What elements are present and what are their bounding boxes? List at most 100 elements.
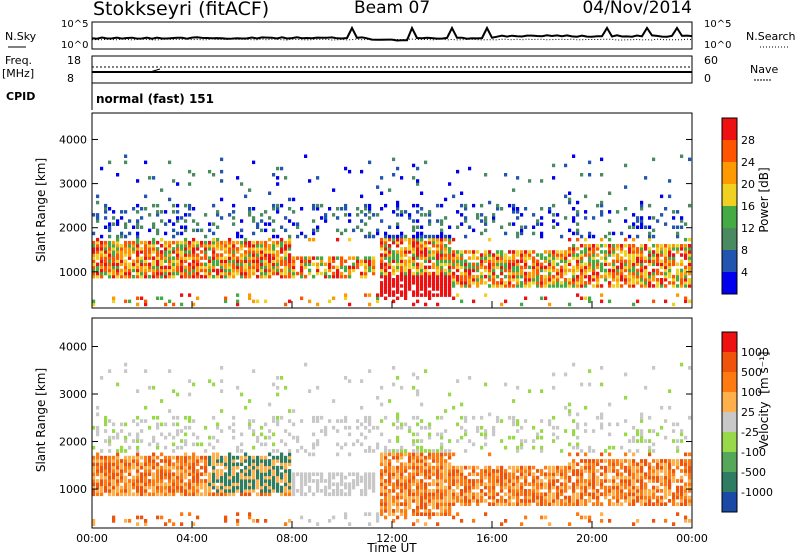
velocity-cell bbox=[308, 485, 312, 490]
velocity-cell bbox=[188, 415, 192, 420]
power-cell bbox=[624, 163, 628, 168]
velocity-cell bbox=[100, 472, 104, 477]
power-cell bbox=[384, 253, 388, 257]
power-cell bbox=[436, 259, 440, 263]
power-cell bbox=[504, 231, 508, 236]
power-cell bbox=[596, 253, 600, 257]
velocity-cell bbox=[652, 459, 656, 463]
power-cell bbox=[108, 268, 112, 273]
velocity-cell bbox=[104, 462, 108, 467]
power-cell bbox=[276, 250, 280, 254]
power-cell bbox=[324, 219, 328, 223]
velocity-cell bbox=[548, 489, 552, 493]
velocity-cell bbox=[392, 519, 396, 523]
power-cell bbox=[412, 259, 416, 263]
power-cell bbox=[412, 225, 416, 229]
power-cell bbox=[160, 265, 164, 270]
power-cell bbox=[288, 265, 292, 270]
velocity-cell bbox=[584, 452, 588, 457]
power-cell bbox=[136, 234, 140, 239]
power-cell bbox=[260, 228, 264, 233]
velocity-cell bbox=[192, 432, 196, 437]
velocity-cell bbox=[256, 469, 260, 473]
power-cell bbox=[108, 256, 112, 260]
velocity-cell bbox=[468, 376, 472, 380]
power-cell bbox=[608, 268, 612, 273]
power-cell bbox=[432, 240, 436, 245]
velocity-cell bbox=[248, 465, 252, 470]
velocity-cell bbox=[336, 485, 340, 490]
velocity-cell bbox=[260, 465, 264, 470]
velocity-cell bbox=[344, 482, 348, 487]
power-cell bbox=[432, 265, 436, 270]
power-cell bbox=[468, 225, 472, 229]
velocity-cell bbox=[556, 469, 560, 473]
velocity-cell bbox=[160, 479, 164, 483]
velocity-cell bbox=[276, 392, 280, 397]
velocity-cell bbox=[160, 515, 164, 520]
power-cell bbox=[616, 210, 620, 214]
velocity-cell bbox=[516, 445, 520, 450]
power-cell bbox=[512, 256, 516, 260]
power-cell bbox=[572, 250, 576, 254]
power-cell bbox=[584, 281, 588, 285]
velocity-cell bbox=[124, 439, 128, 443]
velocity-cell bbox=[452, 405, 456, 410]
power-cell bbox=[112, 247, 116, 251]
velocity-cell bbox=[444, 512, 448, 516]
power-cell bbox=[512, 250, 516, 254]
velocity-cell bbox=[424, 462, 428, 467]
velocity-cell bbox=[368, 479, 372, 483]
velocity-cell bbox=[380, 419, 384, 423]
power-cell bbox=[572, 219, 576, 223]
velocity-cell bbox=[652, 366, 656, 370]
freq-label: Freq. bbox=[5, 54, 32, 67]
power-cell bbox=[628, 250, 632, 254]
velocity-cell bbox=[580, 459, 584, 463]
colorbar-tick: 12 bbox=[741, 222, 755, 235]
velocity-cell bbox=[516, 489, 520, 493]
velocity-cell bbox=[500, 419, 504, 423]
velocity-cell bbox=[416, 376, 420, 380]
power-cell bbox=[424, 160, 428, 165]
power-cell bbox=[200, 265, 204, 270]
velocity-cell bbox=[316, 479, 320, 483]
power-cell bbox=[640, 250, 644, 254]
velocity-cell bbox=[416, 509, 420, 513]
power-cell bbox=[232, 256, 236, 260]
power-cell bbox=[632, 284, 636, 288]
power-cell bbox=[400, 262, 404, 267]
power-cell bbox=[584, 250, 588, 254]
velocity-cell bbox=[604, 489, 608, 493]
velocity-cell bbox=[440, 445, 444, 450]
velocity-cell bbox=[480, 445, 484, 450]
power-cell bbox=[628, 247, 632, 251]
velocity-cell bbox=[568, 442, 572, 447]
velocity-cell bbox=[624, 499, 628, 503]
power-cell bbox=[320, 216, 324, 220]
velocity-cell bbox=[460, 502, 464, 506]
velocity-cell bbox=[488, 469, 492, 473]
power-cell bbox=[380, 253, 384, 257]
power-cell bbox=[240, 253, 244, 257]
power-cell bbox=[228, 247, 232, 251]
power-cell bbox=[648, 231, 652, 236]
velocity-cell bbox=[564, 469, 568, 473]
power-cell bbox=[136, 244, 140, 248]
power-cell bbox=[632, 250, 636, 254]
velocity-cell bbox=[240, 459, 244, 463]
power-cell bbox=[416, 234, 420, 239]
power-cell bbox=[284, 256, 288, 260]
velocity-cell bbox=[140, 489, 144, 493]
velocity-cell bbox=[552, 425, 556, 430]
power-cell bbox=[112, 259, 116, 263]
power-cell bbox=[96, 237, 100, 242]
velocity-cell bbox=[100, 376, 104, 380]
velocity-cell bbox=[324, 485, 328, 490]
velocity-cell bbox=[432, 469, 436, 473]
power-cell bbox=[452, 281, 456, 285]
power-cell bbox=[688, 250, 692, 254]
velocity-cbar-label: Velocity [m s⁻¹] bbox=[757, 351, 771, 448]
power-cell bbox=[172, 265, 176, 270]
velocity-cell bbox=[208, 455, 212, 460]
